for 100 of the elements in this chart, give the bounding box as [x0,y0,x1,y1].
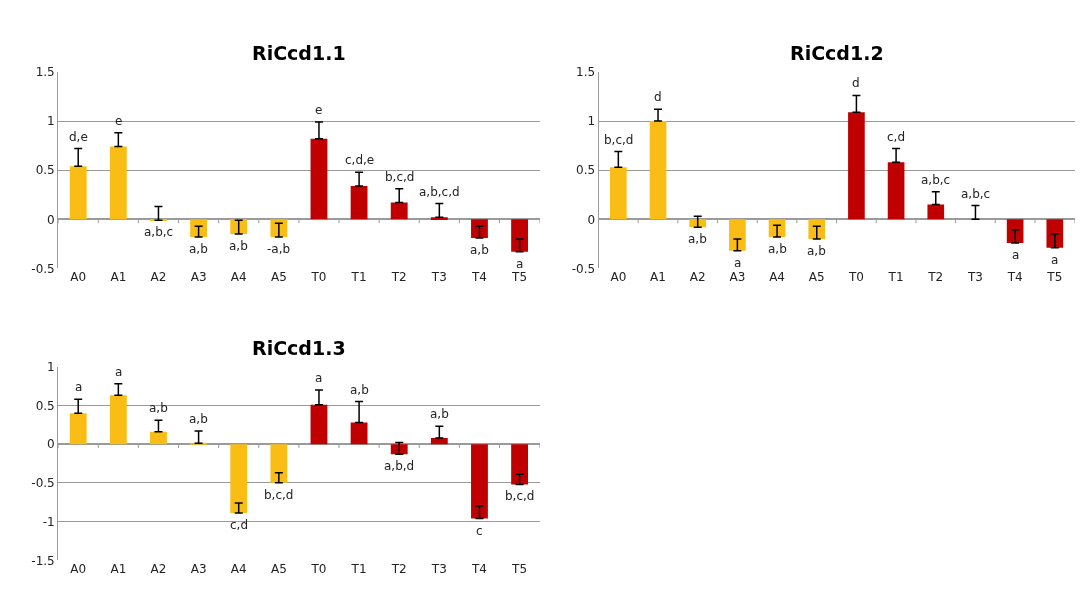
data-label: a,b [350,383,369,397]
bar [390,202,408,220]
data-label: b,c,d [604,133,634,147]
data-label: a,b [149,401,168,415]
bar [887,162,905,220]
y-tick-label: 0 [47,212,55,227]
data-label: a,b [807,244,826,258]
bar [729,219,746,251]
x-tick-label: A3 [190,270,207,285]
chart-title: RiCcd1.3 [252,337,346,359]
y-tick-label: 1.5 [576,65,596,80]
data-label: b,c,d [505,489,535,503]
data-label: d,e [69,130,88,144]
data-label: e [115,114,123,128]
y-tick-label: 0 [587,212,596,227]
x-tick-label: A3 [190,562,207,577]
y-tick-label: 0.5 [35,398,55,413]
x-tick-label: A5 [270,562,287,577]
bar [350,422,368,445]
chart-title: RiCcd1.2 [790,42,884,64]
bar [350,185,368,220]
bar [69,166,87,220]
y-tick-label: -0.5 [31,261,55,276]
data-label: a [75,380,83,394]
data-label: a [1051,253,1059,267]
x-tick-label: T0 [310,562,327,577]
data-label: a [734,256,742,270]
y-tick-label: 0.5 [576,163,596,178]
x-tick-label: T3 [430,562,447,577]
y-tick-label: 0.5 [35,163,55,178]
data-label: e [315,103,323,117]
x-tick-label: T0 [310,270,327,285]
data-label: a,b [470,243,489,257]
bar [848,112,865,220]
x-tick-label: A0 [610,270,627,285]
data-label: d [654,90,662,104]
data-label: a,b [229,239,248,253]
y-tick-label: -1 [42,514,55,529]
bar [610,167,627,220]
data-label: a,b [189,242,208,256]
x-tick-label: A1 [110,270,127,285]
x-tick-label: A4 [769,270,785,285]
data-label: a,b,c [144,225,174,239]
data-label: a,b [688,232,707,246]
data-label: a,b [430,407,449,421]
bar [1046,219,1064,248]
data-label: c,d,e [345,153,375,167]
x-tick-label: T5 [1046,270,1063,285]
y-tick-label: 1 [47,114,55,129]
bar [109,395,127,445]
data-label: b,c,d [385,170,415,184]
x-tick-label: A2 [689,270,706,285]
data-label: a,b,d [384,459,415,473]
x-tick-label: A2 [150,562,167,577]
data-label: a [516,257,524,271]
x-tick-label: T2 [390,562,407,577]
y-tick-label: -1.5 [31,553,55,568]
chart-title: RiCcd1.1 [252,42,346,64]
bar [310,138,328,220]
y-tick-label: -0.5 [31,476,55,491]
data-label: c,d [230,518,249,532]
x-tick-label: T5 [511,562,528,577]
data-label: a [315,371,323,385]
bar [150,431,167,445]
data-label: a [1012,248,1020,262]
x-tick-label: T1 [350,562,367,577]
x-tick-label: T1 [887,270,904,285]
data-label: -a,b [267,242,291,256]
data-label: a,b [768,242,787,256]
bar [471,444,488,519]
x-tick-label: A2 [150,270,167,285]
x-tick-label: A1 [650,270,666,285]
data-label: a,b,c,d [419,185,460,199]
y-tick-label: 1.5 [35,65,55,80]
bar [927,204,945,220]
y-tick-label: -0.5 [571,261,596,276]
x-tick-label: A4 [230,270,247,285]
data-label: b,c,d [264,488,294,502]
y-tick-label: 1 [587,114,596,129]
data-label: d [852,76,860,90]
x-tick-label: T2 [390,270,407,285]
x-tick-label: A1 [110,562,127,577]
data-label: a,b [189,412,208,426]
y-tick-label: 1 [47,359,55,374]
x-tick-label: T2 [927,270,944,285]
bar [430,437,448,445]
x-tick-label: A3 [729,270,746,285]
data-label: a [115,365,123,379]
bar [511,444,529,485]
x-tick-label: T4 [470,270,487,285]
x-tick-label: T1 [350,270,367,285]
x-tick-label: T0 [847,270,864,285]
x-tick-label: A0 [70,562,87,577]
bar [511,219,529,252]
bar [69,413,87,445]
bar [649,121,667,220]
x-tick-label: T3 [966,270,983,285]
data-label: a,b,c [961,187,991,201]
x-tick-label: T5 [511,270,528,285]
y-tick-label: 0 [47,437,55,452]
